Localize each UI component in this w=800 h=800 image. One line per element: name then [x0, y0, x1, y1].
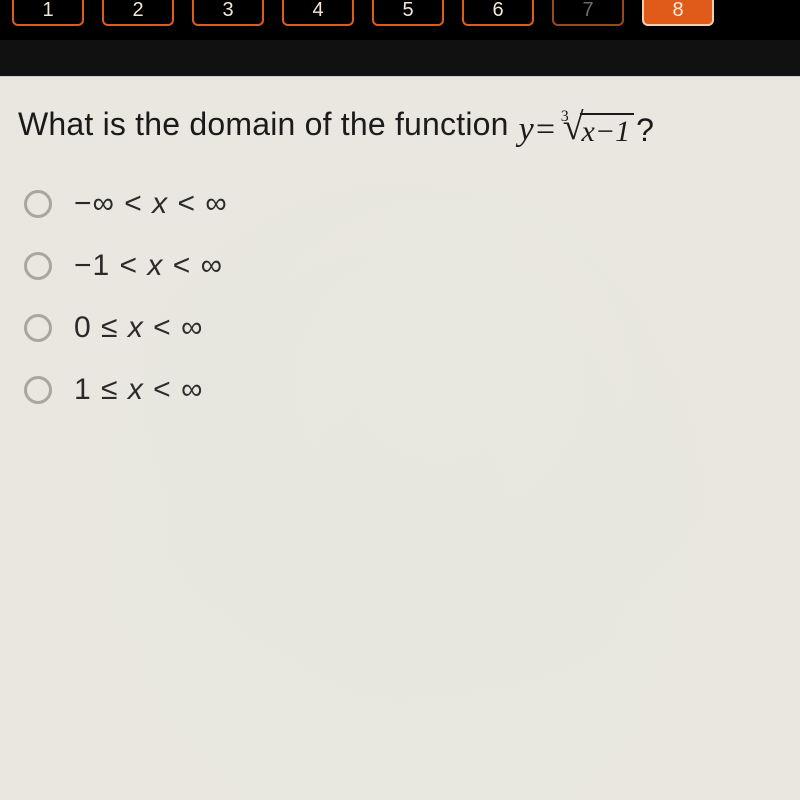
question-panel: What is the domain of the function y= 3 … [0, 76, 800, 800]
answer-option-1[interactable]: −∞ < x < ∞ [18, 187, 782, 221]
equation-equals: = [534, 111, 557, 148]
answer-option-3[interactable]: 0 ≤ x < ∞ [18, 311, 782, 345]
answer-option-2[interactable]: −1 < x < ∞ [18, 249, 782, 283]
question-nav-bar: 1 2 3 4 5 6 7 8 [0, 0, 800, 40]
radio-icon[interactable] [24, 190, 52, 218]
question-text: What is the domain of the function y= 3 … [18, 105, 782, 143]
radical-sign-icon: √ [563, 110, 584, 144]
answer-option-label: −∞ < x < ∞ [74, 187, 228, 221]
nav-tab-label: 4 [312, 0, 323, 22]
nav-tab-label: 7 [582, 0, 593, 22]
radio-icon[interactable] [24, 376, 52, 404]
nav-tab-label: 3 [222, 0, 233, 22]
nav-tab-5[interactable]: 5 [372, 0, 444, 26]
nav-tab-label: 1 [42, 0, 53, 22]
answer-option-label: 0 ≤ x < ∞ [74, 311, 203, 345]
radical: 3 √ x−1 [563, 112, 634, 149]
nav-tab-1[interactable]: 1 [12, 0, 84, 26]
nav-tab-8[interactable]: 8 [642, 0, 714, 26]
nav-tab-7[interactable]: 7 [552, 0, 624, 26]
nav-tab-label: 2 [132, 0, 143, 22]
equation-lhs: y [519, 111, 534, 148]
question-mark: ? [636, 112, 654, 149]
nav-tab-label: 8 [672, 0, 683, 22]
answer-option-label: −1 < x < ∞ [74, 249, 223, 283]
question-prompt: What is the domain of the function [18, 106, 509, 143]
answer-options: −∞ < x < ∞ −1 < x < ∞ 0 ≤ x < ∞ 1 ≤ x < … [18, 187, 782, 407]
nav-tab-3[interactable]: 3 [192, 0, 264, 26]
radio-icon[interactable] [24, 252, 52, 280]
equation: y= 3 √ x−1 ? [519, 111, 654, 149]
nav-tab-label: 6 [492, 0, 503, 22]
nav-tab-label: 5 [402, 0, 413, 22]
answer-option-4[interactable]: 1 ≤ x < ∞ [18, 373, 782, 407]
radio-icon[interactable] [24, 314, 52, 342]
radicand: x−1 [580, 113, 635, 149]
nav-tab-6[interactable]: 6 [462, 0, 534, 26]
answer-option-label: 1 ≤ x < ∞ [74, 373, 203, 407]
nav-tab-2[interactable]: 2 [102, 0, 174, 26]
nav-tab-4[interactable]: 4 [282, 0, 354, 26]
